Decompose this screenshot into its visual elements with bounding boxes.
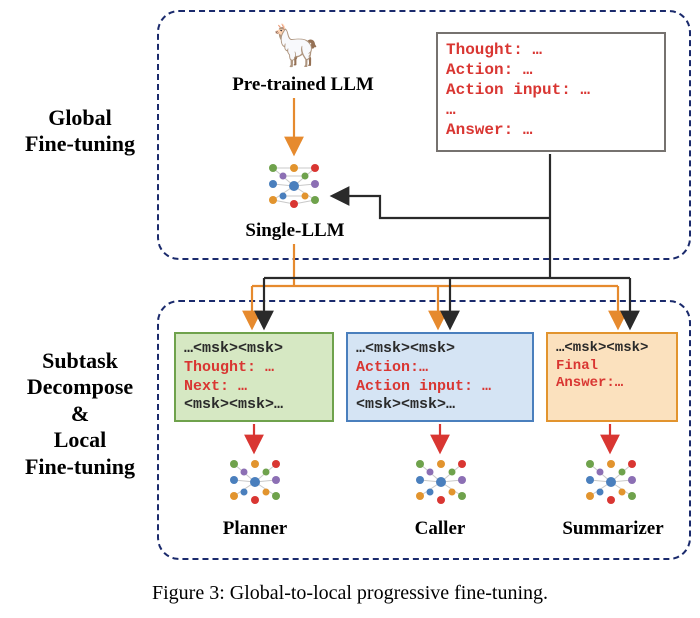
summarizer-label: Summarizer xyxy=(548,518,678,540)
output-line: Action: … xyxy=(446,60,656,80)
planner-line: …<msk><msk> xyxy=(184,340,324,359)
section-label-text: Fine-tuning xyxy=(6,131,154,157)
planner-line: <msk><msk>… xyxy=(184,396,324,415)
section-label-global: Global Fine-tuning xyxy=(6,105,154,158)
single-llm-label: Single-LLM xyxy=(230,220,360,242)
section-label-text: Fine-tuning xyxy=(6,454,154,480)
caller-box: …<msk><msk> Action:… Action input: … <ms… xyxy=(346,332,534,422)
figure-caption: Figure 3: Global-to-local progressive fi… xyxy=(0,582,700,605)
section-label-local: Subtask Decompose & Local Fine-tuning xyxy=(6,348,154,480)
section-label-text: & xyxy=(6,401,154,427)
planner-label: Planner xyxy=(200,518,310,540)
caller-label: Caller xyxy=(390,518,490,540)
caller-line: <msk><msk>… xyxy=(356,396,524,415)
output-line: Action input: … xyxy=(446,80,656,100)
planner-box: …<msk><msk> Thought: … Next: … <msk><msk… xyxy=(174,332,334,422)
caller-line: …<msk><msk> xyxy=(356,340,524,359)
caller-line: Action input: … xyxy=(356,378,524,397)
llama-icon: 🦙 xyxy=(271,22,321,69)
nn-icon-single xyxy=(261,158,327,219)
section-label-text: Decompose xyxy=(6,374,154,400)
output-box: Thought: … Action: … Action input: … … A… xyxy=(436,32,666,152)
caller-line: Action:… xyxy=(356,359,524,378)
output-line: Answer: … xyxy=(446,120,656,140)
section-label-text: Local xyxy=(6,427,154,453)
section-label-text: Subtask xyxy=(6,348,154,374)
summarizer-line: Answer:… xyxy=(556,375,668,393)
nn-icon-summarizer xyxy=(578,454,644,515)
planner-line: Thought: … xyxy=(184,359,324,378)
pretrained-label: Pre-trained LLM xyxy=(208,74,398,96)
summarizer-box: …<msk><msk> Final Answer:… xyxy=(546,332,678,422)
diagram-root: Global Fine-tuning Subtask Decompose & L… xyxy=(0,0,700,618)
nn-icon-planner xyxy=(222,454,288,515)
summarizer-line: …<msk><msk> xyxy=(556,340,668,358)
output-line: … xyxy=(446,100,656,120)
summarizer-line: Final xyxy=(556,358,668,376)
section-label-text: Global xyxy=(6,105,154,131)
planner-line: Next: … xyxy=(184,378,324,397)
output-line: Thought: … xyxy=(446,40,656,60)
nn-icon-caller xyxy=(408,454,474,515)
